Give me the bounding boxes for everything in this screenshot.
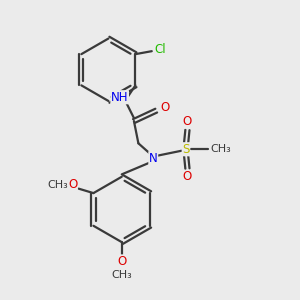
Text: O: O (68, 178, 77, 191)
Text: CH₃: CH₃ (47, 180, 68, 190)
Text: Cl: Cl (155, 43, 167, 56)
Text: N: N (149, 152, 158, 165)
Text: O: O (183, 115, 192, 128)
Text: CH₃: CH₃ (111, 270, 132, 280)
Text: S: S (182, 143, 190, 156)
Text: O: O (183, 170, 192, 183)
Text: O: O (160, 100, 169, 114)
Text: O: O (117, 255, 126, 268)
Text: CH₃: CH₃ (210, 144, 231, 154)
Text: NH: NH (111, 91, 128, 104)
